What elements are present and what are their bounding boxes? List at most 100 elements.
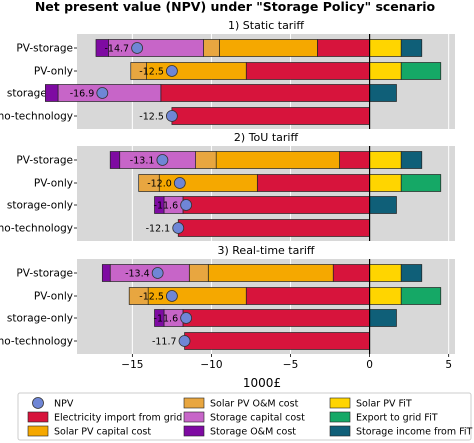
npv-label: -12.1 bbox=[146, 224, 171, 235]
bar-electricity-import bbox=[245, 62, 370, 80]
bar-storage-om bbox=[45, 84, 59, 102]
panel-title: 2) ToU tariff bbox=[234, 131, 299, 144]
category-label: no-technology bbox=[0, 336, 73, 348]
legend-swatch bbox=[183, 425, 205, 437]
bar-storage-om bbox=[154, 196, 165, 214]
bar-pv-fit bbox=[369, 151, 402, 169]
npv-label: -11.6 bbox=[154, 314, 179, 325]
bar-pv-om bbox=[195, 151, 217, 169]
bar-electricity-import bbox=[317, 39, 370, 57]
bar-export-fit bbox=[400, 62, 442, 80]
bar-pv-fit bbox=[369, 39, 402, 57]
npv-marker bbox=[151, 267, 164, 279]
npv-marker bbox=[172, 222, 185, 234]
legend-swatch bbox=[27, 425, 49, 437]
legend-swatch bbox=[183, 411, 205, 423]
npv-marker bbox=[165, 65, 178, 77]
category-label: PV-storage bbox=[16, 268, 73, 280]
npv-label: -13.4 bbox=[125, 269, 150, 280]
npv-marker bbox=[131, 42, 144, 54]
bar-export-fit bbox=[400, 174, 442, 192]
bar-storage-income bbox=[400, 39, 423, 57]
npv-label: -16.9 bbox=[70, 89, 95, 100]
bar-storage-om bbox=[109, 151, 121, 169]
npv-label: -14.7 bbox=[105, 44, 130, 55]
legend-label: Storage O&M cost bbox=[210, 427, 296, 438]
bar-pv-om bbox=[130, 62, 147, 80]
legend-item-pv-capital: Solar PV capital cost bbox=[27, 425, 151, 438]
npv-label: -13.1 bbox=[130, 156, 155, 167]
legend-label: Solar PV O&M cost bbox=[210, 399, 299, 410]
bar-electricity-import bbox=[160, 84, 370, 102]
bar-electricity-import bbox=[332, 264, 370, 282]
category-label: PV-storage bbox=[16, 43, 73, 55]
npv-marker bbox=[96, 87, 109, 99]
bar-storage-income bbox=[400, 264, 423, 282]
legend-frame bbox=[17, 392, 472, 441]
panel-2: 2) ToU tariff PV-storage -13.1 PV-only -12.0… bbox=[0, 131, 455, 241]
bar-storage-income bbox=[400, 151, 423, 169]
npv-label: -12.0 bbox=[147, 179, 172, 190]
bar-storage-om bbox=[154, 309, 165, 327]
legend: NPV Solar PV O&M cost Solar PV FiT Electric… bbox=[17, 392, 473, 441]
legend-swatch bbox=[329, 411, 351, 423]
legend-swatch bbox=[329, 425, 351, 437]
bar-pv-capital bbox=[207, 264, 334, 282]
bar-pv-capital bbox=[218, 39, 318, 57]
legend-item-export-fit: Export to grid FiT bbox=[329, 411, 438, 424]
category-label: PV-storage bbox=[16, 155, 73, 167]
bar-pv-fit bbox=[369, 287, 402, 305]
legend-item-pv-fit: Solar PV FiT bbox=[329, 397, 412, 410]
x-tick-label: 0 bbox=[366, 359, 373, 371]
bar-electricity-import bbox=[182, 309, 370, 327]
panel-3: 3) Real-time tariff PV-storage -13.4 PV-onl… bbox=[0, 244, 455, 354]
legend-swatch bbox=[32, 397, 44, 409]
x-tick-label: −5 bbox=[283, 359, 298, 371]
bar-storage-income bbox=[369, 196, 397, 214]
npv-marker bbox=[180, 312, 193, 324]
npv-marker bbox=[165, 290, 178, 302]
bar-storage-om bbox=[95, 39, 109, 57]
category-label: storage-only bbox=[7, 200, 73, 212]
bar-pv-om bbox=[128, 287, 149, 305]
bar-electricity-import bbox=[182, 196, 370, 214]
npv-label: -12.5 bbox=[139, 112, 164, 123]
bar-storage-om bbox=[101, 264, 111, 282]
legend-item-npv: NPV bbox=[32, 397, 74, 410]
legend-label: Solar PV FiT bbox=[356, 399, 412, 410]
bar-electricity-import bbox=[171, 107, 370, 125]
bar-pv-fit bbox=[369, 174, 402, 192]
legend-item-storage-income: Storage income from FiT bbox=[329, 425, 473, 438]
bar-pv-fit bbox=[369, 62, 402, 80]
npv-marker bbox=[180, 199, 193, 211]
legend-swatch bbox=[329, 397, 351, 409]
panel-title: 1) Static tariff bbox=[228, 19, 304, 32]
legend-swatch bbox=[183, 397, 205, 409]
bar-storage-income bbox=[369, 309, 397, 327]
category-label: no-technology bbox=[0, 223, 73, 235]
legend-label: Storage income from FiT bbox=[356, 427, 473, 438]
bar-pv-om bbox=[188, 264, 209, 282]
legend-item-pv-om: Solar PV O&M cost bbox=[183, 397, 299, 410]
x-axis: −15 −10 −5 0 5 bbox=[121, 354, 452, 371]
category-label: PV-only bbox=[34, 66, 73, 78]
x-tick-label: 5 bbox=[445, 359, 452, 371]
bar-pv-capital bbox=[215, 151, 340, 169]
bar-pv-om bbox=[203, 39, 220, 57]
legend-label: NPV bbox=[54, 399, 74, 410]
category-label: storage-only bbox=[7, 313, 73, 325]
legend-label: Export to grid FiT bbox=[356, 413, 438, 424]
bar-electricity-import bbox=[184, 332, 370, 350]
bar-storage-capital bbox=[109, 264, 190, 282]
category-label: PV-only bbox=[34, 178, 73, 190]
npv-label: -11.6 bbox=[154, 201, 179, 212]
bar-pv-om bbox=[138, 174, 160, 192]
npv-label: -12.5 bbox=[139, 67, 164, 78]
npv-marker bbox=[156, 154, 169, 166]
chart-title: Net present value (NPV) under "Storage P… bbox=[35, 0, 436, 14]
x-axis-label: 1000£ bbox=[243, 376, 281, 390]
bar-export-fit bbox=[400, 287, 442, 305]
bar-pv-fit bbox=[369, 264, 402, 282]
x-tick-label: −15 bbox=[121, 359, 143, 371]
